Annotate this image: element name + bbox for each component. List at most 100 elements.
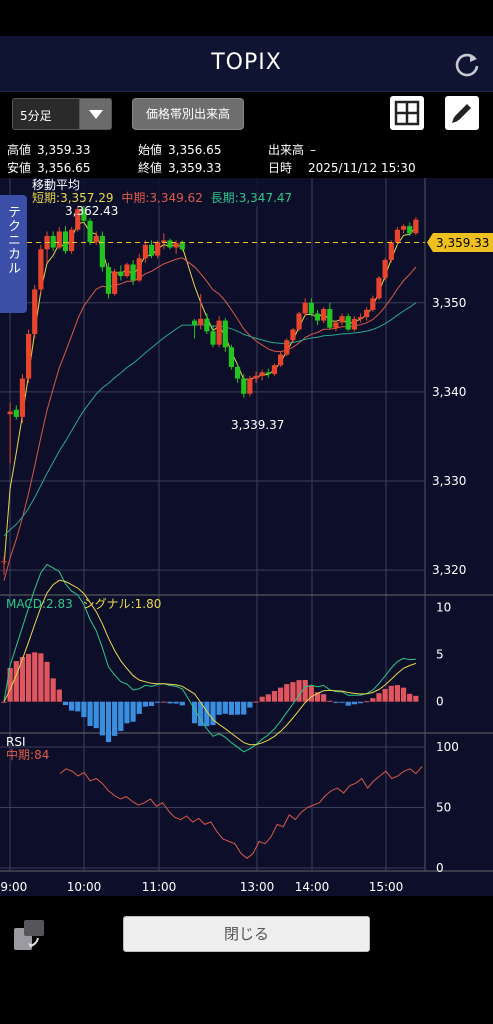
- period-select-value: 5分足: [20, 109, 52, 123]
- macd-histogram-bar: [118, 701, 124, 731]
- candle-body: [314, 313, 321, 321]
- macd-histogram-bar: [376, 693, 382, 702]
- status-bar: [0, 0, 493, 36]
- rsi-tick-label: 100: [436, 740, 459, 754]
- candle-body: [284, 340, 290, 355]
- candle-body: [19, 378, 26, 417]
- candle-body: [204, 318, 210, 332]
- candle-body: [321, 309, 327, 321]
- candle-body: [32, 289, 38, 334]
- candle-body: [136, 258, 142, 281]
- footer: 閉じる: [0, 896, 493, 1024]
- candle-body: [265, 372, 271, 375]
- close-button[interactable]: 閉じる: [123, 916, 370, 952]
- macd-histogram-bar: [173, 701, 179, 704]
- chevron-down-icon[interactable]: [79, 99, 111, 129]
- macd-histogram-bar: [69, 701, 75, 711]
- macd-histogram-bar: [345, 701, 351, 706]
- macd-histogram-bar: [234, 701, 241, 715]
- macd-histogram-bar: [13, 661, 19, 702]
- macd-histogram-bar: [155, 701, 161, 703]
- macd-histogram-bar: [413, 695, 419, 702]
- candle-body: [345, 316, 351, 330]
- candle-body: [413, 219, 419, 234]
- macd-histogram-bar: [32, 652, 38, 702]
- macd-histogram-bar: [191, 701, 198, 724]
- macd-histogram-bar: [148, 701, 155, 707]
- macd-histogram-bar: [241, 701, 247, 715]
- macd-histogram-bar: [394, 685, 401, 702]
- price-tick-label: 3,350: [432, 296, 466, 310]
- volume-profile-button[interactable]: 価格帯別出来高: [132, 98, 244, 130]
- grid-layout-icon[interactable]: [390, 96, 424, 130]
- macd-histogram-bar: [105, 701, 112, 743]
- datetime-quote: 日時 2025/11/12 15:30: [268, 161, 416, 175]
- macd-histogram-bar: [388, 685, 394, 702]
- candle-body: [222, 320, 228, 348]
- candle-body: [191, 320, 198, 326]
- chart-svg[interactable]: 09:00 10:00 11:00 13:00 14:00 15:00 3,320 3,330…: [0, 178, 493, 896]
- candle-body: [234, 366, 241, 379]
- rsi-line: [59, 766, 423, 859]
- candle-body: [118, 271, 124, 277]
- macd-histogram-bar: [278, 687, 284, 702]
- macd-histogram-bar: [130, 701, 136, 722]
- macd-histogram-bar: [228, 701, 235, 715]
- pencil-icon[interactable]: [445, 96, 479, 130]
- candle-body: [173, 243, 179, 248]
- macd-histogram-bar: [198, 701, 204, 727]
- macd-histogram-bar: [253, 701, 259, 703]
- macd-histogram-bar: [204, 701, 210, 727]
- candle-body: [87, 220, 93, 243]
- technical-tab[interactable]: テクニカル: [0, 195, 27, 313]
- candle-body: [339, 316, 345, 323]
- rsi-legend-value: 中期:84: [6, 747, 49, 762]
- candle-body: [308, 302, 314, 314]
- period-select[interactable]: 5分足: [12, 98, 112, 130]
- macd-histogram-bar: [38, 653, 44, 702]
- moving-average-lines: [3, 221, 417, 581]
- rsi-panel: [59, 766, 423, 859]
- macd-legend: MACD:2.83 シグナル:1.80: [6, 597, 161, 611]
- macd-histogram-bar: [216, 701, 222, 715]
- last-price-label: 3,359.33: [436, 236, 489, 250]
- candle-body: [38, 249, 44, 290]
- macd-tick-label: 0: [436, 695, 444, 709]
- x-tick-label: 15:00: [369, 880, 404, 894]
- candle-body: [407, 226, 413, 234]
- candle-body: [148, 244, 155, 256]
- candlesticks: [1, 191, 419, 575]
- macd-histogram-bar: [265, 694, 271, 702]
- macd-histogram-bar: [124, 701, 130, 724]
- rsi-tick-label: 50: [436, 801, 451, 815]
- candle-body: [296, 313, 302, 330]
- candle-body: [216, 320, 222, 345]
- candle-body: [357, 317, 364, 319]
- rsi-tick-label: 0: [436, 861, 444, 875]
- macd-histogram-bar: [136, 701, 142, 714]
- candle-body: [271, 365, 278, 375]
- candle-body: [56, 231, 62, 248]
- macd-histogram-bar: [7, 667, 13, 702]
- refresh-icon[interactable]: [453, 50, 481, 78]
- macd-histogram-bar: [271, 691, 278, 702]
- candle-body: [7, 411, 13, 415]
- low-quote: 安値 3,356.65: [7, 161, 91, 175]
- macd-histogram-bar: [99, 701, 105, 736]
- candle-body: [253, 375, 259, 379]
- macd-panel: [1, 563, 419, 753]
- x-tick-label: 13:00: [240, 880, 275, 894]
- chart-area[interactable]: 09:00 10:00 11:00 13:00 14:00 15:00 3,320 3,330…: [0, 178, 493, 896]
- candle-body: [167, 240, 173, 248]
- high-annotation: 3,362.43: [65, 204, 118, 218]
- macd-signal-line: [3, 579, 417, 746]
- macd-histogram-bar: [62, 701, 69, 706]
- candle-body: [69, 229, 75, 252]
- candle-body: [364, 309, 370, 318]
- candle-body: [1, 561, 7, 563]
- macd-histogram-bar: [222, 701, 228, 714]
- candle-body: [278, 354, 284, 366]
- macd-histogram-bar: [50, 678, 56, 702]
- macd-histogram-bar: [284, 684, 290, 702]
- rotate-screen-icon[interactable]: [10, 916, 48, 952]
